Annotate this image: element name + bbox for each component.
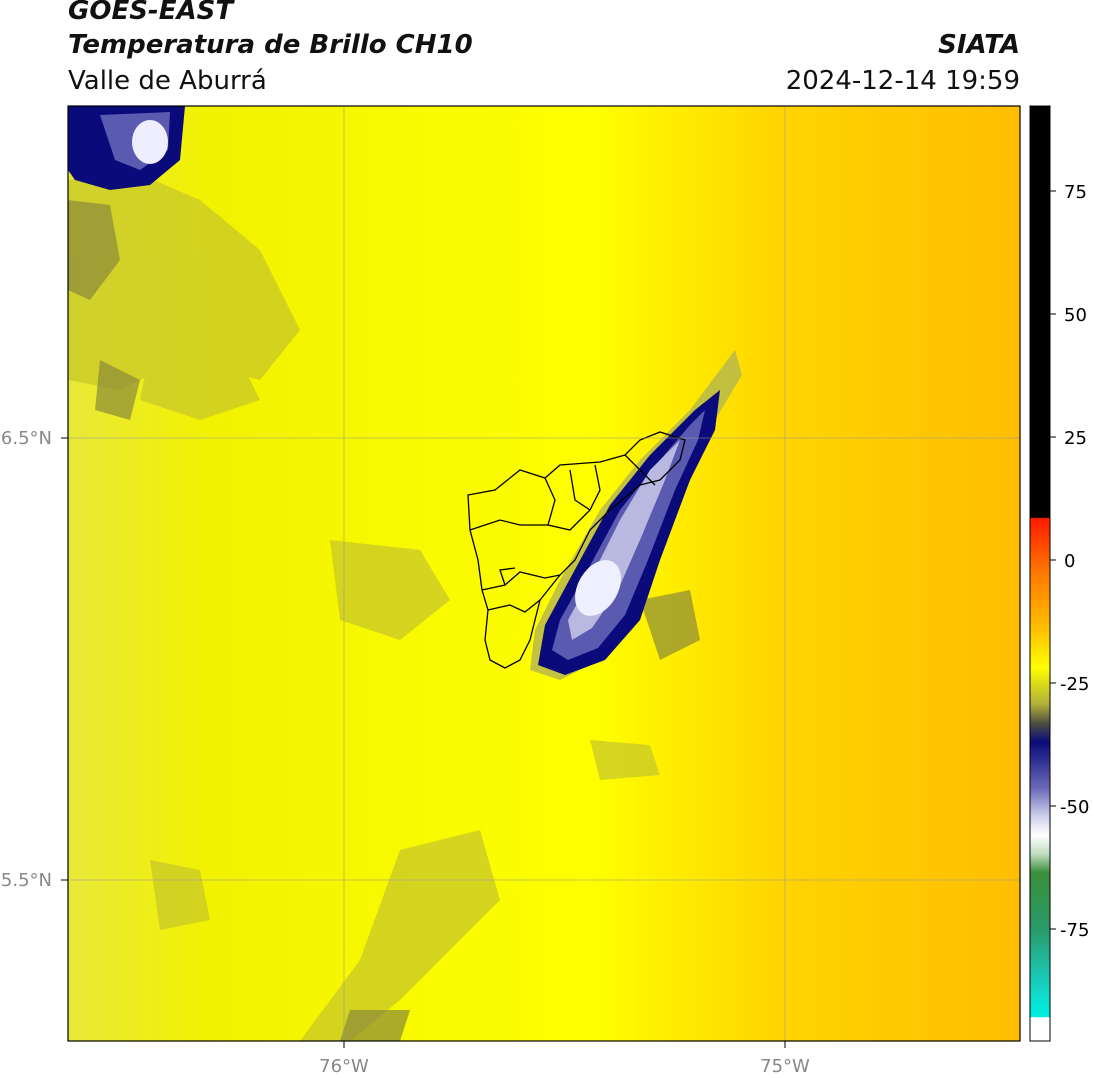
colorbar-tick-label: 50 — [1064, 305, 1087, 326]
satellite-title: GOES-EAST — [68, 0, 234, 26]
lat-tick-label: 5.5°N — [1, 870, 52, 891]
source-label: SIATA — [938, 30, 1020, 60]
axis-ticks: 76°W 75°W 6.5°N 5.5°N — [1, 428, 810, 1077]
dark-patches — [68, 200, 700, 1041]
cloud-northwest — [68, 106, 185, 190]
colorbar-tick-label: 25 — [1064, 428, 1087, 449]
datetime-label: 2024-12-14 19:59 — [785, 66, 1020, 96]
colorbar-tick-label: 75 — [1064, 182, 1087, 203]
region-subtitle: Valle de Aburrá — [68, 66, 267, 96]
map-frame — [67, 105, 1021, 1042]
colorbar-tick-label: -75 — [1060, 920, 1089, 941]
colorbar-tick-label: 0 — [1064, 551, 1075, 572]
product-title: Temperatura de Brillo CH10 — [68, 30, 473, 60]
cool-patches — [68, 170, 660, 1041]
lon-tick-label: 75°W — [760, 1056, 810, 1077]
map-field — [68, 106, 1020, 1041]
colorbar: 75 50 25 0 -25 -50 -75 — [1029, 105, 1089, 1042]
colorbar-gradient — [1029, 105, 1051, 1042]
colorbar-tick-label: -50 — [1060, 797, 1089, 818]
graticule — [68, 106, 1020, 1041]
lat-tick-label: 6.5°N — [1, 428, 52, 449]
municipal-boundaries — [467, 431, 686, 669]
lon-tick-label: 76°W — [319, 1056, 369, 1077]
colorbar-tick-label: -25 — [1060, 674, 1089, 695]
